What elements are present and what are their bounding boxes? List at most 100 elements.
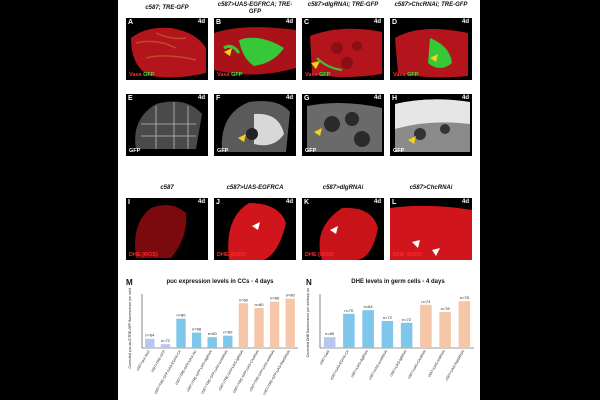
bar [400,322,413,348]
category-label: c587-Gal4 [319,349,331,365]
category-label: c587>UAS-ChcRNAi [407,349,427,379]
bar [207,337,217,348]
tissue-image [228,203,286,260]
n-label: n=60 [239,297,249,302]
category-label: c587>TRE-GFP;UAS-scribRNAi [200,349,229,394]
n-label: n=80 [286,293,296,298]
panel-letter: D [392,19,398,26]
stain-label: DHE (ROS) [393,252,422,258]
stain-label: GFP [129,148,141,154]
micrograph-panel: C 4d Vasa GFP [302,18,384,80]
day-label: 4d [373,95,381,101]
bar [176,318,186,348]
panel-letter: C [304,19,310,26]
bar [254,307,264,348]
panel-letter: F [216,95,221,102]
day-label: 4d [285,95,293,101]
panel-letter: M [126,278,133,287]
n-label: n=60 [208,331,218,336]
chart-title: puc expression levels in CCs - 4 days [166,279,274,285]
category-label: c587>TRE-GFP [150,349,166,373]
category-label: c587>UAS-EGFR-CA [329,349,350,381]
category-label: c587>UAS-scribRNAi [368,349,388,380]
panel-letter: E [128,95,133,102]
stain-label: DHE (ROS) [129,252,158,258]
day-label: 4d [461,19,469,25]
column-header: c587>dlgRNAi; TRE-GFP [307,2,379,8]
panel-letter: L [392,199,397,206]
panel-letter: J [216,199,220,206]
n-label: n=70 [344,308,354,313]
day-label: 4d [373,199,381,205]
day-label: 4d [461,199,469,205]
panel-letter: G [304,95,310,102]
column-header: c587>UAS-EGFRCA; TRE-GFP [217,2,293,15]
bar [420,304,432,348]
bar [323,337,336,348]
bar [285,298,295,348]
stain-label: DHE (ROS) [217,252,246,258]
n-label: n=68 [192,327,202,332]
micrograph-panel: J 4d DHE (ROS) [214,198,296,260]
category-label: c587>UAS-Rab5RNAi [445,349,466,381]
bar [238,303,249,348]
bar [458,301,471,348]
panel-letter: H [392,95,398,102]
n-label: n=78 [441,306,451,311]
column-header: c587>UAS-EGFRCA [226,185,284,191]
y-axis-label: Corrected DHE fluorescence per arbitrary… [306,288,310,357]
tissue-image [319,207,378,260]
n-label: n=64 [364,304,374,309]
panel-letter: N [306,278,312,287]
tissue-image [395,29,468,78]
column-header: c587>dlgRNAi [322,185,364,191]
bar [191,332,202,348]
stain-label: GFP [305,148,317,154]
category-label: c587>TRE-GFP;UAS-Rab5RNAi [262,349,291,395]
day-label: 4d [197,19,205,25]
stain-label: GFP [217,148,229,154]
stain-label: GFP [393,148,405,154]
panel-letter: A [128,19,134,26]
day-label: 4d [197,95,205,101]
micrograph-panel: F 4d GFP [214,94,296,156]
category-label: c587>UAS-lglRNAi [389,349,407,377]
bar [223,335,233,348]
panel-letter: B [216,19,222,26]
micrograph-panel: H 4d GFP [390,94,472,156]
n-label: n=60 [325,331,335,336]
stain-label: Vasa GFP [129,72,155,78]
y-axis-label: Corrected puc-lacZ/TRE-GFP fluorescence … [128,288,132,369]
micrograph-panel: I 4d DHE (ROS) [126,198,208,260]
micrograph-panel: D 4d Vasa GFP [390,18,472,80]
panel-letter: I [128,199,130,206]
micrograph-panel: G 4d GFP [302,94,384,156]
day-label: 4d [285,19,293,25]
tissue-image [214,27,296,75]
n-label: n=72 [402,317,412,322]
micrograph-panel: E 4d GFP [126,94,208,156]
bar [145,338,155,348]
chart-n: Corrected DHE fluorescence per arbitrary… [306,288,474,381]
n-label: n=60 [223,330,233,335]
chart-title: DHE levels in germ cells - 4 days [351,279,445,285]
tissue-image [307,102,382,152]
n-label: n=78 [460,295,470,300]
category-label: c587>TRE-GFP;UAS-EGFR-CA [153,349,182,395]
tissue-image [131,27,206,78]
bar [362,310,374,348]
column-header: c587>ChcRNAi [409,185,453,191]
column-header: c587; TRE-GFP [145,5,189,11]
bar [269,301,280,348]
category-label: c587>UAS-shiRNAi [427,349,446,378]
column-header: c587 [160,185,174,191]
n-label: n=80 [176,313,186,318]
stain-label: Vasa GFP [393,72,419,78]
micrograph-panel: B 4d Vasa GFP [214,18,296,80]
category-label: c587>puc-lacZ [136,349,151,372]
n-label: n=60 [254,302,264,307]
tissue-image [135,101,202,149]
bar [439,312,451,348]
tissue-image [390,205,472,260]
n-label: n=72 [383,315,393,320]
